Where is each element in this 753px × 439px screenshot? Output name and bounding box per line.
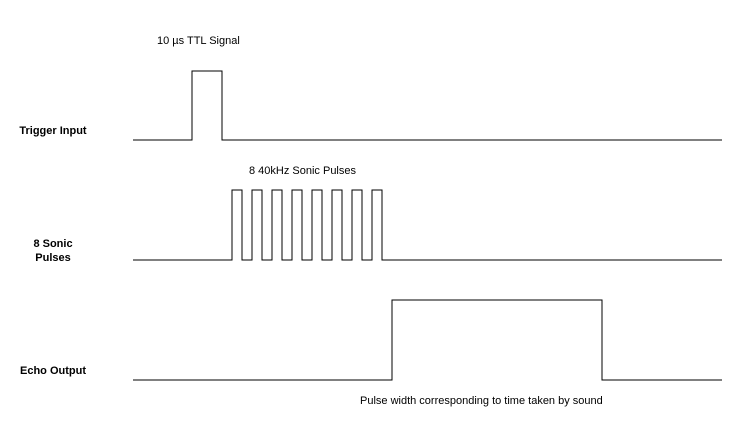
ttl-signal-annotation: 10 µs TTL Signal	[157, 35, 240, 47]
trigger-input-label: Trigger Input	[19, 125, 87, 137]
sonic-pulses-label: 8 Sonic Pulses	[33, 238, 73, 264]
trigger-waveform	[133, 70, 722, 141]
echo-waveform	[133, 299, 722, 381]
pulse-width-annotation: Pulse width corresponding to time taken …	[360, 395, 603, 407]
sonic-pulses-waveform	[133, 189, 722, 261]
sonic-pulses-annotation: 8 40kHz Sonic Pulses	[249, 165, 356, 177]
echo-output-label: Echo Output	[20, 365, 86, 377]
